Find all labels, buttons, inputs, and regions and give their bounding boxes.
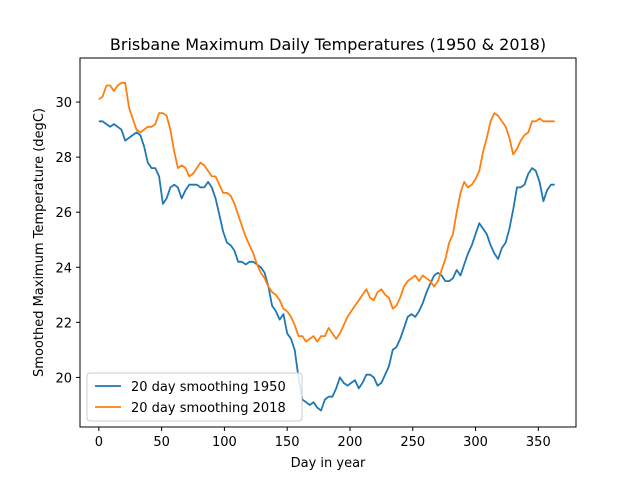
series-line-1 (98, 120, 555, 412)
x-tick-label: 350 (526, 435, 551, 450)
x-tick-label: 50 (153, 435, 170, 450)
legend-label-2: 20 day smoothing 2018 (131, 401, 286, 416)
x-tick-label: 200 (338, 435, 363, 450)
plot-area (80, 58, 576, 427)
legend-box (86, 372, 303, 422)
y-tick-label: 30 (55, 96, 72, 111)
y-tick-label: 20 (55, 371, 72, 386)
x-tick-label: 250 (400, 435, 425, 450)
x-axis-title: Day in year (291, 456, 366, 471)
x-tick-label: 300 (463, 435, 488, 450)
y-axis-title: Smoothed Maximum Temperature (degC) (32, 108, 47, 377)
plot-frame (79, 57, 577, 428)
y-axis: 20 22 24 26 28 30 (55, 96, 80, 386)
series-layer (98, 81, 555, 412)
x-tick-label: 150 (275, 435, 300, 450)
legend-label-1: 20 day smoothing 1950 (131, 380, 286, 395)
y-tick-label: 26 (55, 206, 72, 221)
series-line-2 (98, 81, 555, 343)
x-tick-label: 100 (212, 435, 237, 450)
x-axis: 0 50 100 150 200 250 300 350 (95, 427, 551, 450)
y-tick-label: 22 (55, 316, 72, 331)
x-tick-label: 0 (95, 435, 103, 450)
y-tick-label: 28 (55, 151, 72, 166)
legend: 20 day smoothing 1950 20 day smoothing 20… (86, 372, 303, 422)
chart-title: Brisbane Maximum Daily Temperatures (195… (110, 35, 546, 54)
y-tick-label: 24 (55, 261, 72, 276)
